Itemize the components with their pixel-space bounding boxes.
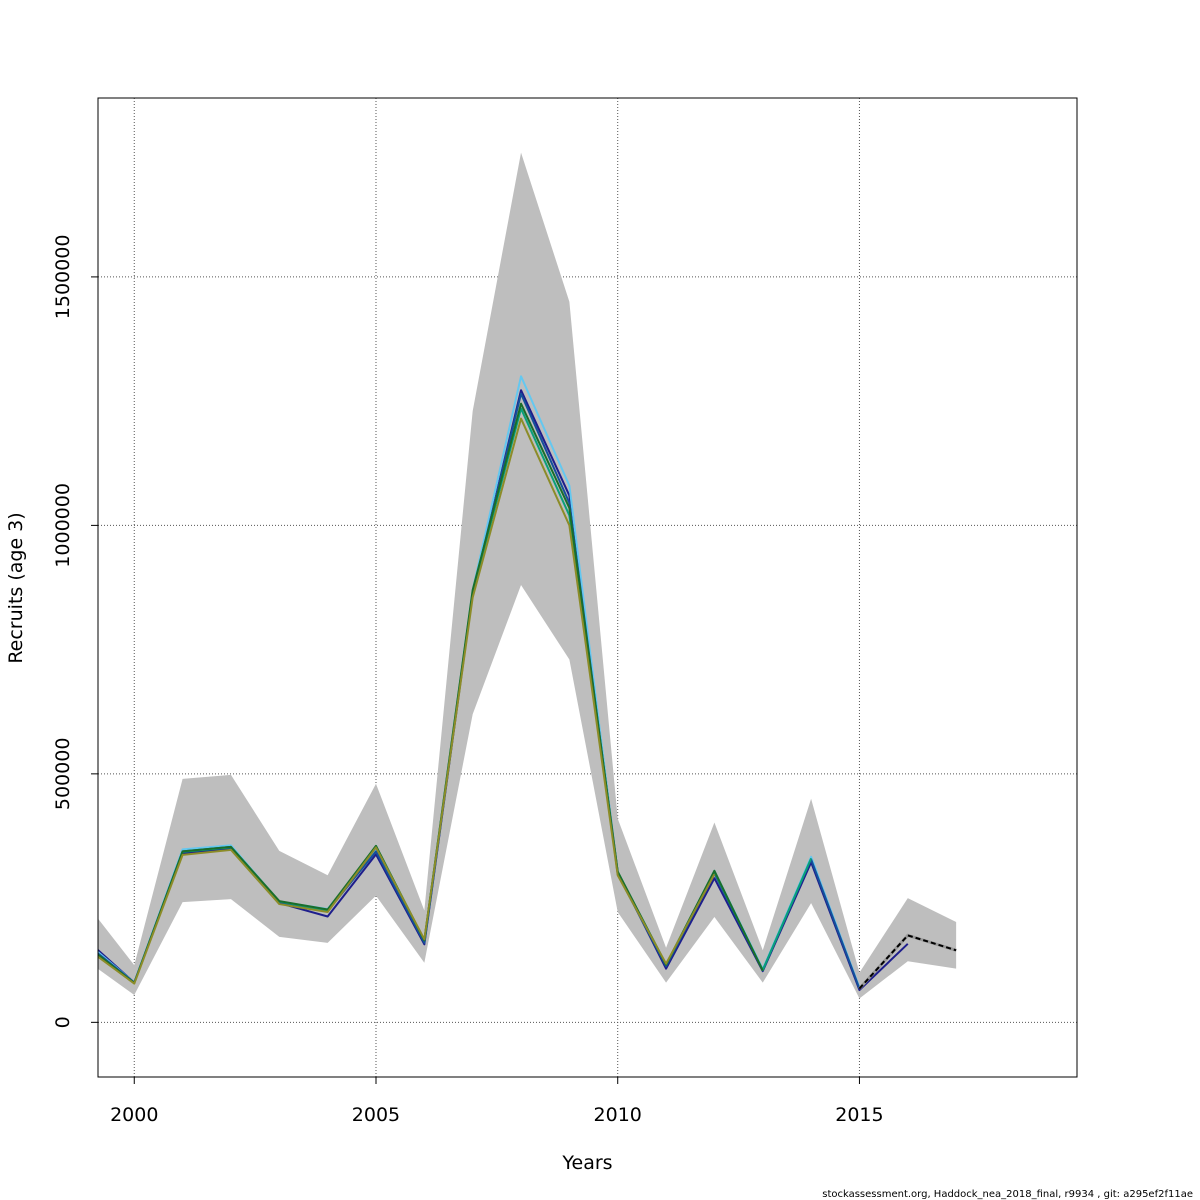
x-axis-ticks: 2000 2005 2010 2015 [110,1077,884,1126]
series-lines [98,375,957,992]
y-tick-label: 1500000 [52,235,74,320]
footer-credit: stockassessment.org, Haddock_nea_2018_fi… [822,1189,1193,1200]
x-axis-title: Years [561,1152,612,1174]
x-tick-label: 2000 [110,1104,158,1126]
y-tick-label: 1000000 [52,483,74,568]
y-axis-title: Recruits (age 3) [5,512,27,663]
confidence-band-layer [98,152,957,999]
plot-frame [97,97,1078,1078]
x-tick-label: 2005 [352,1104,400,1126]
y-tick-label: 500000 [52,738,74,811]
x-tick-label: 2015 [835,1104,883,1126]
x-tick-label: 2010 [594,1104,642,1126]
series-line-7 [858,934,957,990]
series-line-6 [98,417,716,985]
y-tick-label: 0 [52,1016,74,1028]
y-axis-ticks: 0 500000 1000000 1500000 [52,235,98,1028]
confidence-band [98,152,957,999]
